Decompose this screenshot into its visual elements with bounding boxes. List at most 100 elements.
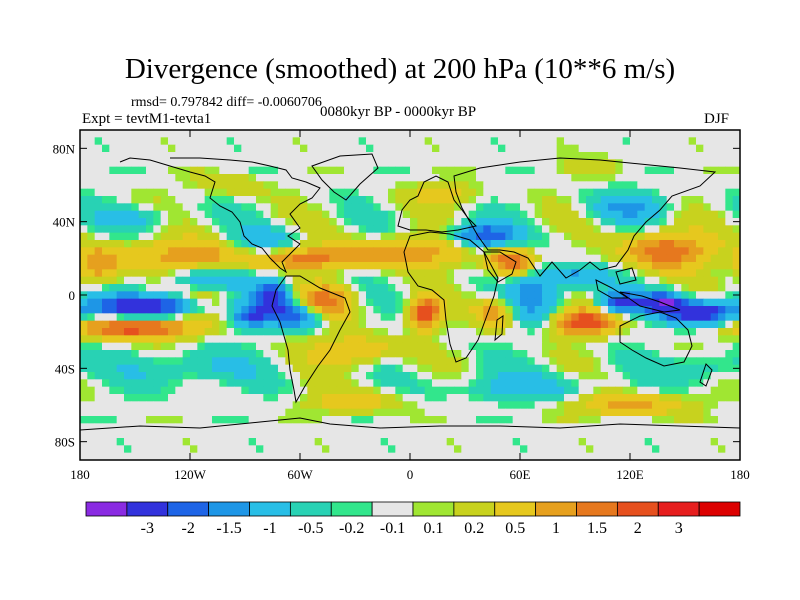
field-cell xyxy=(204,394,213,402)
field-cell xyxy=(292,269,301,278)
field-cell xyxy=(168,335,176,344)
field-cell xyxy=(87,276,96,285)
field-cell xyxy=(300,269,308,278)
field-cell xyxy=(710,225,719,234)
field-cell xyxy=(160,196,169,204)
field-cell xyxy=(102,247,110,256)
field-cell xyxy=(703,218,712,226)
field-cell xyxy=(373,335,382,344)
field-cell xyxy=(424,364,433,373)
field-cell xyxy=(124,181,132,190)
field-cell xyxy=(160,181,169,190)
field-cell xyxy=(703,210,712,219)
field-cell xyxy=(710,218,719,226)
field-cell xyxy=(542,137,550,146)
field-cell xyxy=(512,430,521,439)
field-cell xyxy=(483,291,492,300)
colorbar-label: 1 xyxy=(552,520,560,537)
field-cell xyxy=(197,225,206,234)
field-cell xyxy=(674,262,682,270)
field-cell xyxy=(380,372,389,380)
field-cell xyxy=(358,364,367,373)
field-cell xyxy=(534,335,543,344)
field-cell xyxy=(94,408,103,417)
field-cell xyxy=(483,416,492,424)
field-cell xyxy=(190,232,198,241)
field-cell xyxy=(652,357,660,366)
field-cell xyxy=(344,350,352,358)
field-cell xyxy=(461,438,470,446)
field-cell xyxy=(593,379,602,388)
field-cell xyxy=(586,335,594,344)
field-cell xyxy=(197,357,206,366)
field-cell xyxy=(219,130,228,138)
field-cell xyxy=(153,203,162,212)
field-cell xyxy=(278,137,286,146)
field-cell xyxy=(307,240,316,248)
field-cell xyxy=(410,240,418,248)
field-cell xyxy=(175,181,184,190)
field-cell xyxy=(87,240,96,248)
field-cell xyxy=(549,159,558,168)
field-cell xyxy=(380,320,389,329)
field-cell xyxy=(388,306,396,314)
field-cell xyxy=(674,152,682,160)
field-cell xyxy=(87,130,96,138)
field-cell xyxy=(248,159,257,168)
field-cell xyxy=(300,218,308,226)
field-cell xyxy=(256,306,264,314)
field-cell xyxy=(102,159,110,168)
field-cell xyxy=(542,174,550,182)
field-cell xyxy=(666,291,675,300)
field-cell xyxy=(432,364,440,373)
field-cell xyxy=(270,240,279,248)
field-cell xyxy=(542,364,550,373)
field-cell xyxy=(505,379,514,388)
field-cell xyxy=(637,284,646,292)
field-cell xyxy=(344,166,352,175)
field-cell xyxy=(681,342,690,351)
field-cell xyxy=(556,218,565,226)
field-cell xyxy=(138,269,147,278)
field-cell xyxy=(542,408,550,417)
field-cell xyxy=(263,394,272,402)
field-cell xyxy=(160,416,169,424)
colorbar-swatch xyxy=(330,501,373,517)
field-cell xyxy=(234,320,242,329)
field-cell xyxy=(314,166,323,175)
field-cell xyxy=(285,181,294,190)
field-cell xyxy=(388,408,396,417)
field-cell xyxy=(710,342,719,351)
field-cell xyxy=(681,357,690,366)
field-cell xyxy=(380,210,389,219)
field-cell xyxy=(556,306,565,314)
field-cell xyxy=(505,130,514,138)
field-cell xyxy=(80,423,88,432)
field-cell xyxy=(410,203,418,212)
field-cell xyxy=(659,218,668,226)
field-cell xyxy=(703,166,712,175)
field-cell xyxy=(388,335,396,344)
field-cell xyxy=(182,335,191,344)
field-cell xyxy=(652,210,660,219)
field-cell xyxy=(190,218,198,226)
field-cell xyxy=(226,174,235,182)
field-cell xyxy=(652,152,660,160)
field-cell xyxy=(204,445,213,454)
field-cell xyxy=(476,416,484,424)
field-cell xyxy=(380,203,389,212)
field-cell xyxy=(168,225,176,234)
field-cell xyxy=(307,232,316,241)
field-cell xyxy=(586,320,594,329)
field-cell xyxy=(263,137,272,146)
field-cell xyxy=(395,203,404,212)
field-cell xyxy=(292,445,301,454)
field-cell xyxy=(556,357,565,366)
field-cell xyxy=(461,342,470,351)
field-cell xyxy=(138,262,147,270)
field-cell xyxy=(234,225,242,234)
field-cell xyxy=(226,240,235,248)
field-cell xyxy=(446,254,455,263)
field-cell xyxy=(674,181,682,190)
field-cell xyxy=(608,210,616,219)
